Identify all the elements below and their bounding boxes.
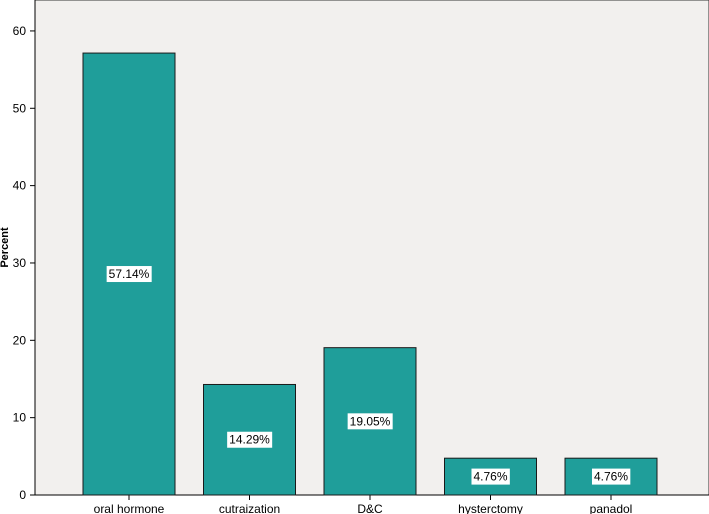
x-axis: oral hormone cutraization D&C hysterctomy pa… (35, 494, 709, 514)
y-tick-label: 10 (13, 411, 27, 425)
y-tick-label: 40 (13, 179, 27, 193)
bars-group (82, 52, 658, 496)
data-labels-group: 57.14% 14.29% 19.05% 4.76% 4.76% (106, 266, 631, 485)
y-tick-label: 30 (13, 256, 27, 270)
data-label-box (227, 431, 273, 448)
data-label: 57.14% (109, 267, 150, 281)
data-label-box (347, 413, 393, 430)
x-tick-label: cutraization (219, 502, 280, 514)
y-tick-label: 60 (13, 24, 27, 38)
y-axis-title: Percent (0, 227, 11, 268)
data-label-box (106, 266, 152, 283)
x-tick-label: D&C (357, 502, 383, 514)
y-axis: 0 10 20 30 40 50 60 (13, 0, 36, 502)
y-tick-label: 20 (13, 333, 27, 347)
data-label-box (591, 468, 631, 485)
data-label: 4.76% (473, 470, 507, 484)
data-label: 19.05% (350, 414, 391, 428)
x-tick-label: oral hormone (94, 502, 165, 514)
x-tick-label: hysterctomy (458, 502, 523, 514)
data-label: 14.29% (229, 433, 270, 447)
y-tick-label: 50 (13, 101, 27, 115)
data-label: 4.76% (594, 470, 628, 484)
bar (323, 347, 417, 496)
data-label-box (471, 468, 510, 485)
x-tick-label: panadol (590, 502, 633, 514)
y-tick-label: 0 (19, 488, 26, 502)
